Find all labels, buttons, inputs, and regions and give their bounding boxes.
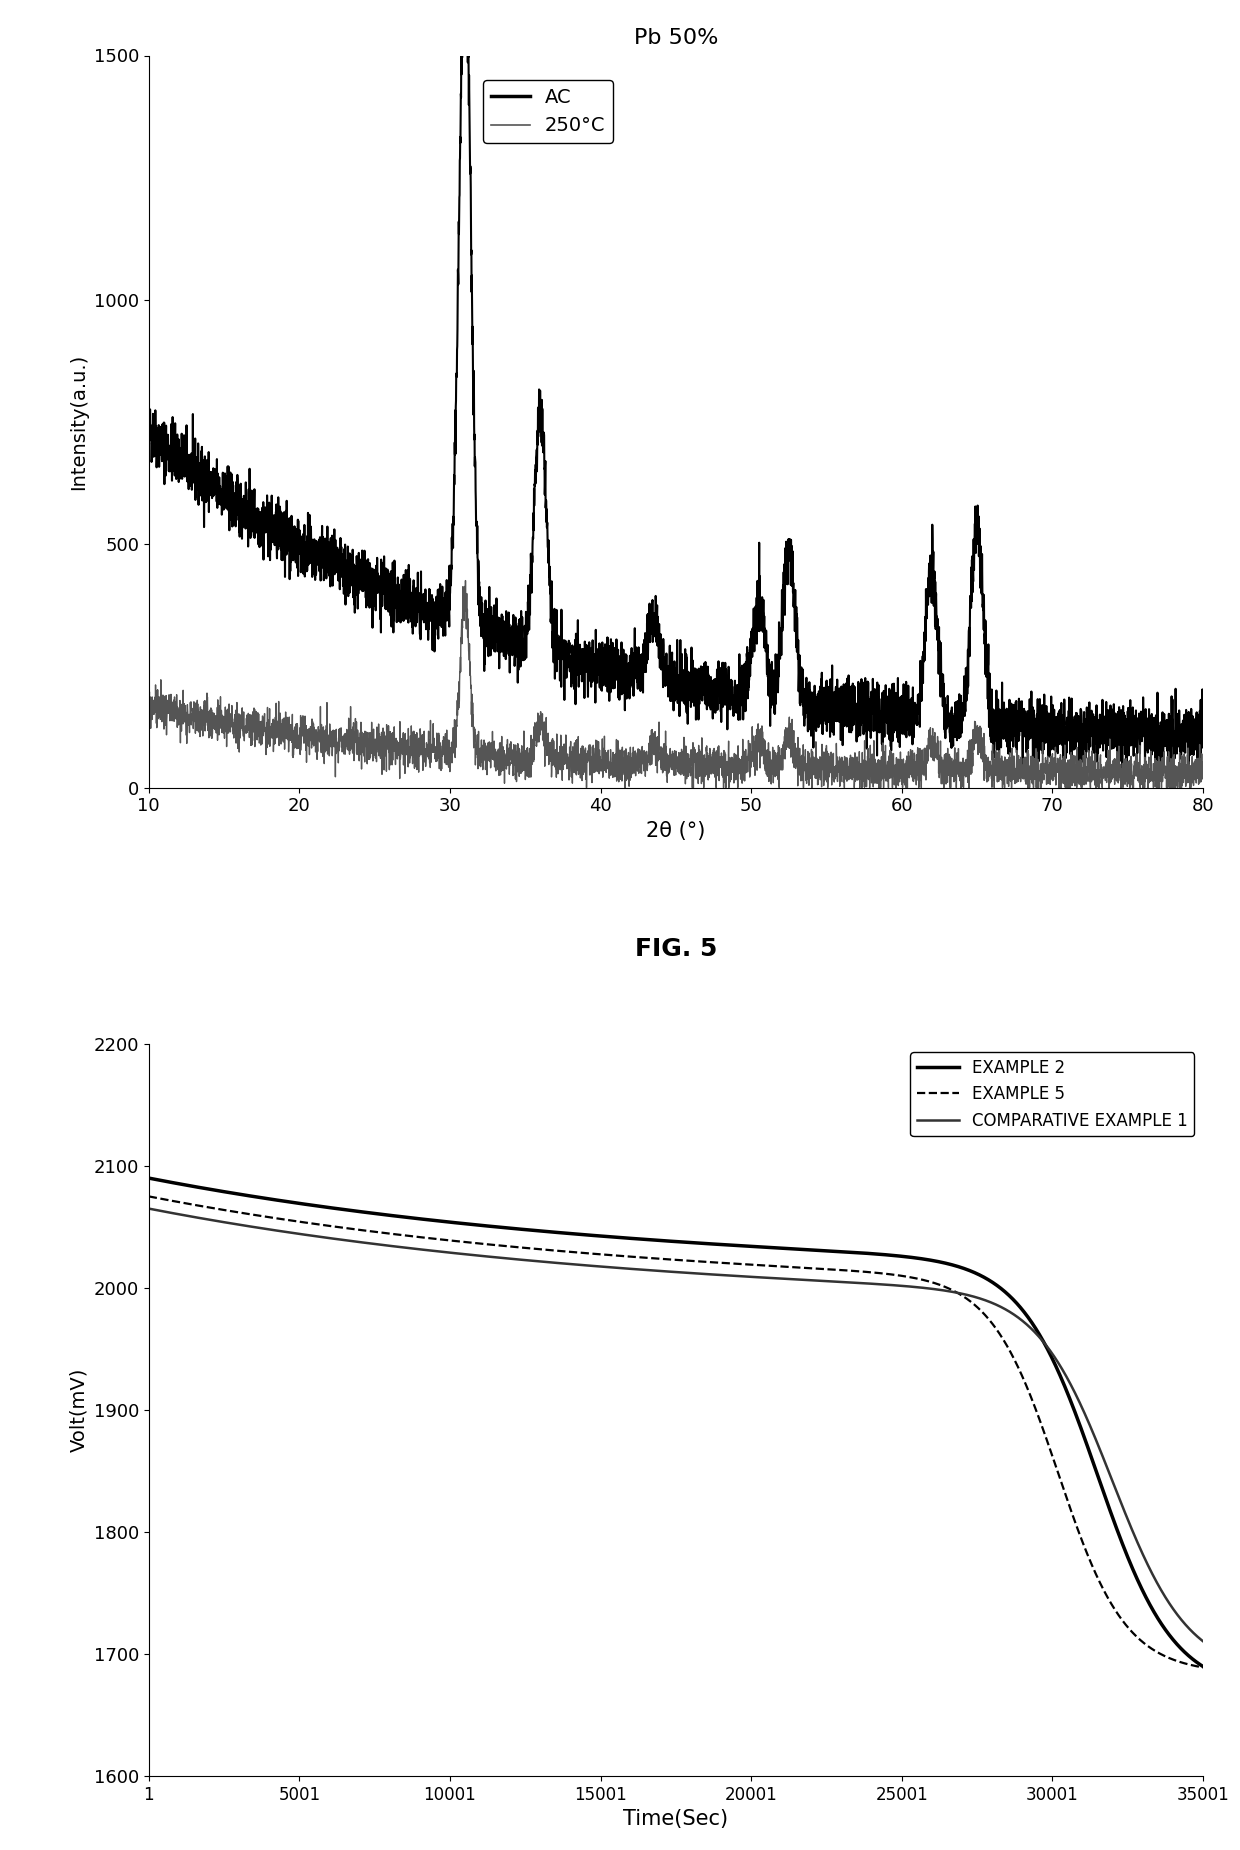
Line: EXAMPLE 2: EXAMPLE 2	[149, 1178, 1203, 1667]
COMPARATIVE EXAMPLE 1	[827, 1271, 842, 1293]
Text: FIG. 5: FIG. 5	[635, 936, 717, 960]
EXAMPLE 2	[141, 1167, 156, 1190]
X-axis label: 2θ (°): 2θ (°)	[646, 821, 706, 842]
AC	[141, 413, 156, 435]
COMPARATIVE EXAMPLE 1	[1008, 1304, 1023, 1326]
250°C	[1008, 760, 1023, 783]
EXAMPLE 5	[141, 1186, 156, 1208]
AC	[332, 549, 347, 572]
AC	[544, 570, 559, 592]
EXAMPLE 2	[1008, 1291, 1023, 1314]
AC	[1149, 768, 1164, 790]
COMPARATIVE EXAMPLE 1	[774, 1267, 789, 1289]
EXAMPLE 2	[544, 1221, 559, 1243]
250°C	[579, 777, 594, 799]
EXAMPLE 2	[1195, 1656, 1210, 1678]
AC	[928, 598, 942, 620]
250°C	[1195, 764, 1210, 786]
250°C	[774, 749, 789, 771]
EXAMPLE 2	[928, 1251, 942, 1273]
AC	[827, 686, 842, 709]
EXAMPLE 2	[332, 1199, 347, 1221]
Title: Pb 50%: Pb 50%	[634, 28, 718, 48]
EXAMPLE 5	[1008, 1350, 1023, 1373]
EXAMPLE 5	[827, 1258, 842, 1280]
COMPARATIVE EXAMPLE 1	[141, 1197, 156, 1219]
250°C	[332, 718, 347, 740]
COMPARATIVE EXAMPLE 1	[1195, 1630, 1210, 1652]
Y-axis label: Volt(mV): Volt(mV)	[69, 1367, 88, 1452]
EXAMPLE 5	[332, 1215, 347, 1238]
Line: EXAMPLE 5: EXAMPLE 5	[149, 1197, 1203, 1667]
COMPARATIVE EXAMPLE 1	[928, 1278, 942, 1301]
EXAMPLE 2	[827, 1240, 842, 1262]
250°C	[827, 764, 842, 786]
EXAMPLE 5	[544, 1240, 559, 1262]
250°C	[929, 733, 944, 755]
EXAMPLE 5	[928, 1273, 942, 1295]
AC	[1195, 736, 1210, 758]
COMPARATIVE EXAMPLE 1	[332, 1228, 347, 1251]
Legend: AC, 250°C: AC, 250°C	[482, 80, 614, 142]
Y-axis label: Intensity(a.u.): Intensity(a.u.)	[69, 353, 88, 490]
EXAMPLE 5	[1195, 1656, 1210, 1678]
AC	[1008, 725, 1023, 747]
250°C	[141, 696, 156, 718]
COMPARATIVE EXAMPLE 1	[544, 1251, 559, 1273]
Line: AC: AC	[149, 0, 1203, 779]
250°C	[458, 570, 472, 592]
EXAMPLE 2	[774, 1238, 789, 1260]
AC	[774, 622, 789, 644]
EXAMPLE 5	[774, 1256, 789, 1278]
Legend: EXAMPLE 2, EXAMPLE 5, COMPARATIVE EXAMPLE 1: EXAMPLE 2, EXAMPLE 5, COMPARATIVE EXAMPL…	[910, 1053, 1194, 1136]
Line: COMPARATIVE EXAMPLE 1: COMPARATIVE EXAMPLE 1	[149, 1208, 1203, 1641]
X-axis label: Time(Sec): Time(Sec)	[624, 1809, 728, 1830]
250°C	[544, 760, 559, 783]
Line: 250°C: 250°C	[149, 581, 1203, 788]
